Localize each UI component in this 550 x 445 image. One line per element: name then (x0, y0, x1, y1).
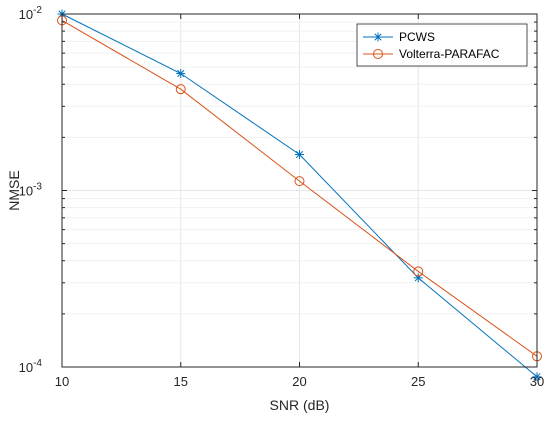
legend-label: PCWS (399, 30, 435, 44)
asterisk-marker (295, 149, 304, 159)
asterisk-stroke (177, 69, 185, 78)
legend: PCWS Volterra-PARAFAC (356, 23, 528, 67)
y-axis-label: NMSE (6, 170, 22, 210)
y-tick-label: 10-3 (19, 182, 43, 199)
asterisk-marker (373, 32, 383, 42)
y-tick-label: 10-2 (19, 5, 43, 22)
circle-marker (413, 266, 424, 277)
ticks (61, 14, 538, 368)
x-tick-label: 10 (55, 374, 69, 389)
x-tick-label: 20 (292, 374, 306, 389)
x-tick-labels: 10 15 20 25 30 (55, 374, 544, 389)
asterisk-marker (532, 372, 542, 382)
asterisk-stroke (374, 33, 382, 41)
legend-box (356, 23, 528, 67)
series-layer (57, 9, 542, 382)
y-tick-labels: 10-4 10-3 10-2 (19, 5, 43, 375)
asterisk-stroke (295, 150, 304, 159)
circle-marker (175, 84, 186, 95)
y-tick-label: 10-4 (19, 358, 43, 375)
grid (61, 13, 538, 368)
asterisk-marker (176, 69, 186, 79)
x-axis-label: SNR (dB) (270, 397, 330, 413)
x-tick-label: 30 (530, 374, 544, 389)
asterisk-stroke (533, 373, 541, 381)
circle-marker (373, 49, 383, 59)
legend-label: Volterra-PARAFAC (399, 47, 500, 61)
x-tick-label: 25 (411, 374, 425, 389)
x-tick-label: 15 (174, 374, 188, 389)
series-line-volterra-parafac (61, 19, 538, 357)
circle-marker (294, 176, 305, 187)
